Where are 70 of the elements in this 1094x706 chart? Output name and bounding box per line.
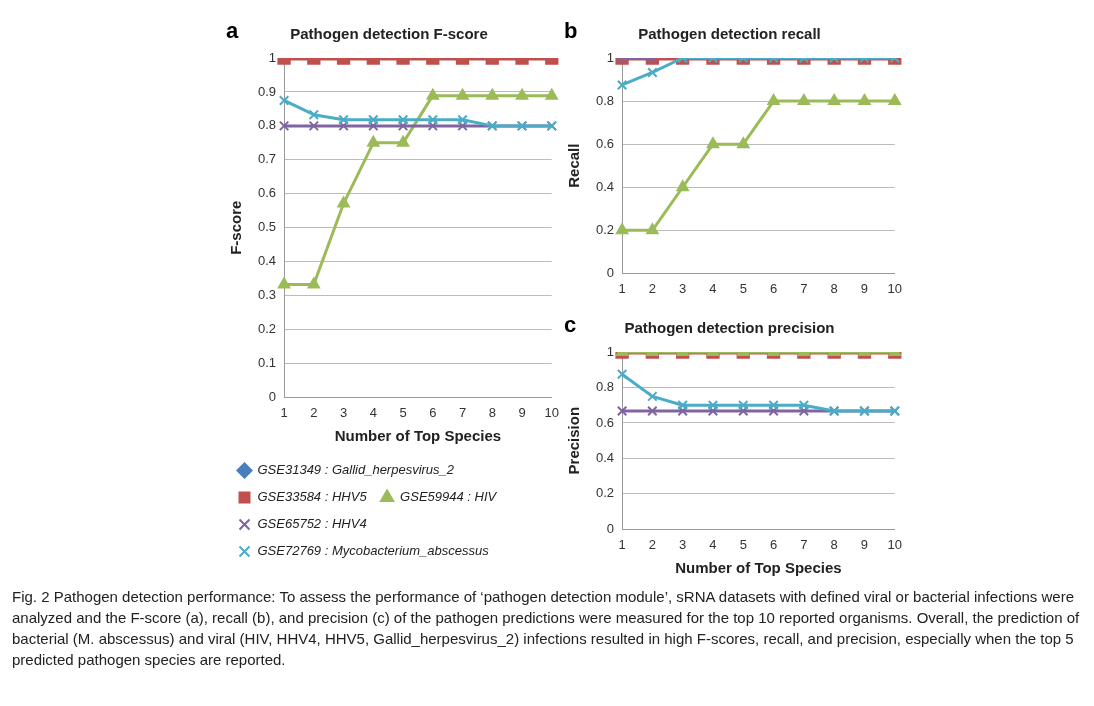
- x-tick-label: 7: [800, 536, 808, 552]
- legend-label: GSE33584 : HHV5: [257, 489, 368, 505]
- x-tick-label: 5: [739, 536, 747, 552]
- x-tick-label: 4: [709, 280, 717, 296]
- y-tick-label: 0.6: [595, 135, 615, 151]
- legend-label: GSE65752 : HHV4: [257, 516, 367, 532]
- y-tick-label: 0.7: [257, 151, 277, 167]
- x-tick-label: 2: [648, 536, 656, 552]
- y-tick-label: 0.6: [595, 414, 615, 430]
- x-tick-label: 6: [769, 280, 778, 296]
- x-tick-label: 9: [518, 404, 526, 420]
- x-tick-label: 10: [887, 280, 902, 296]
- x-tick-label: 5: [739, 280, 747, 296]
- y-axis-title: F-score: [227, 200, 245, 255]
- y-tick-label: 0: [606, 264, 615, 280]
- y-tick-label: 0.4: [257, 253, 277, 269]
- legend-label: GSE59944 : HIV: [400, 489, 498, 505]
- x-tick-label: 6: [429, 404, 437, 420]
- text: b: [564, 18, 578, 44]
- x-tick-label: 3: [679, 536, 687, 552]
- x-tick-label: 7: [458, 404, 467, 420]
- chart-title: Pathogen detection precision: [624, 319, 835, 337]
- x-tick-label: 5: [399, 404, 407, 420]
- x-axis-title: Number of Top Species: [334, 427, 502, 445]
- y-tick-label: 1: [268, 49, 277, 65]
- x-tick-label: 3: [339, 404, 348, 420]
- x-tick-label: 7: [800, 280, 808, 296]
- y-tick-label: 0.8: [257, 117, 277, 133]
- chart-title: Pathogen detection recall: [638, 25, 821, 43]
- y-axis-title: Precision: [565, 406, 583, 475]
- text: c: [564, 312, 577, 338]
- x-tick-label: 10: [544, 404, 559, 420]
- y-tick-label: 0.3: [257, 287, 277, 303]
- y-tick-label: 0.4: [595, 450, 615, 466]
- y-tick-label: 0.2: [595, 221, 615, 237]
- x-tick-label: 9: [860, 280, 869, 296]
- y-tick-label: 0.5: [257, 219, 277, 235]
- y-tick-label: 0.6: [257, 185, 277, 201]
- x-tick-label: 2: [310, 404, 318, 420]
- x-tick-label: 4: [369, 404, 377, 420]
- x-tick-label: 9: [860, 536, 869, 552]
- x-tick-label: 8: [830, 280, 838, 296]
- y-tick-label: 0.8: [595, 379, 615, 395]
- y-tick-label: 0.8: [595, 92, 615, 108]
- y-axis-title: Recall: [565, 143, 583, 188]
- y-tick-label: 0: [606, 520, 615, 536]
- legend-label: GSE72769 : Mycobacterium_abscessus: [257, 543, 490, 559]
- x-axis-title: Number of Top Species: [675, 559, 842, 577]
- x-tick-label: 1: [280, 404, 288, 420]
- text: a: [226, 18, 239, 44]
- y-tick-label: 0.1: [257, 355, 277, 371]
- x-tick-label: 1: [618, 280, 626, 296]
- y-tick-label: 0.2: [595, 485, 615, 501]
- chart-title: Pathogen detection F-score: [290, 25, 488, 43]
- y-tick-label: 0.4: [595, 178, 615, 194]
- y-tick-label: 0: [268, 388, 277, 404]
- x-tick-label: 8: [830, 536, 838, 552]
- y-tick-label: 0.2: [257, 321, 277, 337]
- x-tick-label: 1: [618, 536, 626, 552]
- x-tick-label: 6: [769, 536, 778, 552]
- x-tick-label: 2: [648, 280, 656, 296]
- legend-label: GSE31349 : Gallid_herpesvirus_2: [257, 462, 455, 478]
- x-tick-label: 4: [709, 536, 717, 552]
- y-tick-label: 0.9: [257, 83, 277, 99]
- y-tick-label: 1: [606, 49, 615, 65]
- x-tick-label: 8: [488, 404, 496, 420]
- y-tick-label: 1: [606, 343, 615, 359]
- caption: Fig. 2 Pathogen detection performance: To assess the performance of ‘pathogen detection module’, sRNA datasets with defined viral or bacterial infections were analyzed and the F-score (a), recall (b), and precision (c) of the pathogen predictions were measured for the top 10 reported organisms. Overall, the prediction of bacterial (M. abscessus) and viral (HIV, HHV4, HHV5, Gallid_herpesvirus_2) infections resulted in high F-scores, recall, and precision, especially when the top 5 predicted pathogen species are reported.: [12, 587, 1081, 670]
- x-tick-label: 3: [679, 280, 687, 296]
- x-tick-label: 10: [887, 536, 902, 552]
